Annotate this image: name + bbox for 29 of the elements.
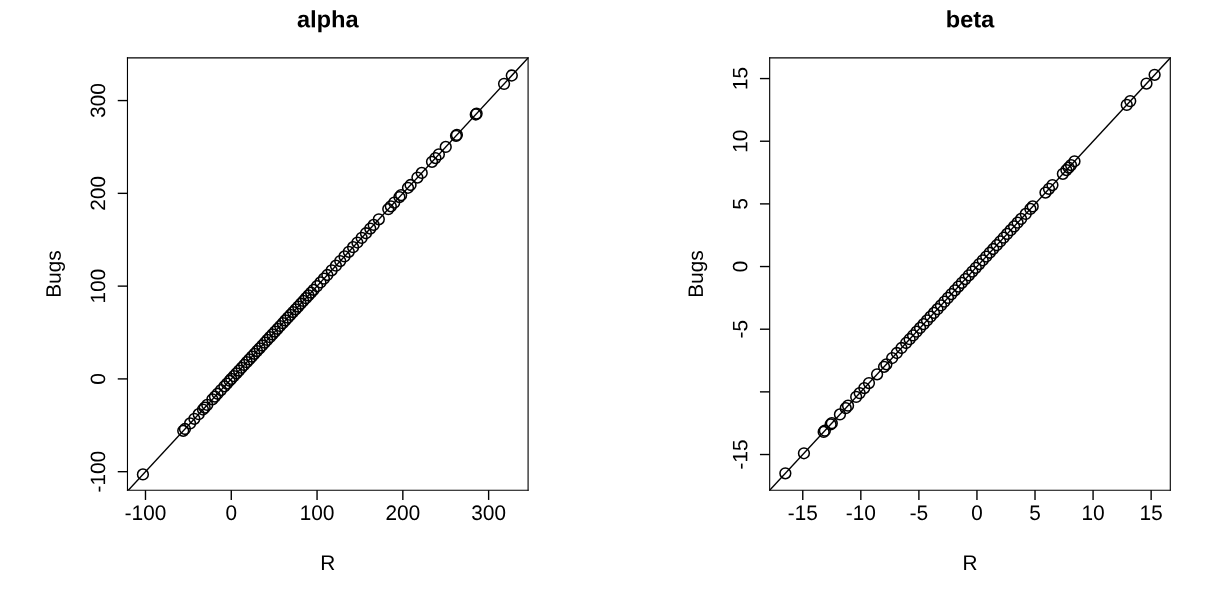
x-tick-label: 100: [301, 505, 334, 521]
chart-title: beta: [947, 10, 995, 28]
y-axis-title: Bugs: [46, 251, 65, 297]
y-tick-label: -5: [732, 320, 748, 338]
y-tick-label: -15: [732, 440, 748, 469]
y-tick-label: 5: [732, 198, 748, 209]
x-tick-label: 0: [971, 505, 982, 521]
y-axis-title: Bugs: [688, 251, 708, 297]
y-tick-label: 15: [732, 67, 748, 89]
y-tick-label: 300: [90, 84, 106, 118]
x-axis-title: R: [964, 555, 977, 570]
x-tick-label: -100: [125, 505, 166, 521]
x-tick-label: 10: [1083, 505, 1104, 521]
x-tick-label: 300: [472, 505, 506, 521]
x-tick-label: -5: [910, 505, 928, 521]
y-tick-label: 0: [732, 261, 748, 272]
x-tick-label: -10: [846, 505, 876, 521]
x-tick-label: -15: [788, 505, 817, 521]
x-axis-title: R: [321, 555, 335, 570]
y-tick-label: -100: [90, 451, 106, 492]
y-tick-label: 200: [90, 176, 106, 210]
x-tick-label: 0: [226, 505, 237, 521]
chart-title: alpha: [297, 10, 359, 33]
x-tick-label: 5: [1030, 505, 1040, 521]
y-tick-label: 0: [90, 373, 106, 384]
x-tick-label: 200: [386, 505, 420, 521]
y-tick-label: 10: [732, 130, 748, 152]
x-tick-label: 15: [1141, 505, 1162, 521]
y-tick-label: 100: [90, 269, 106, 302]
